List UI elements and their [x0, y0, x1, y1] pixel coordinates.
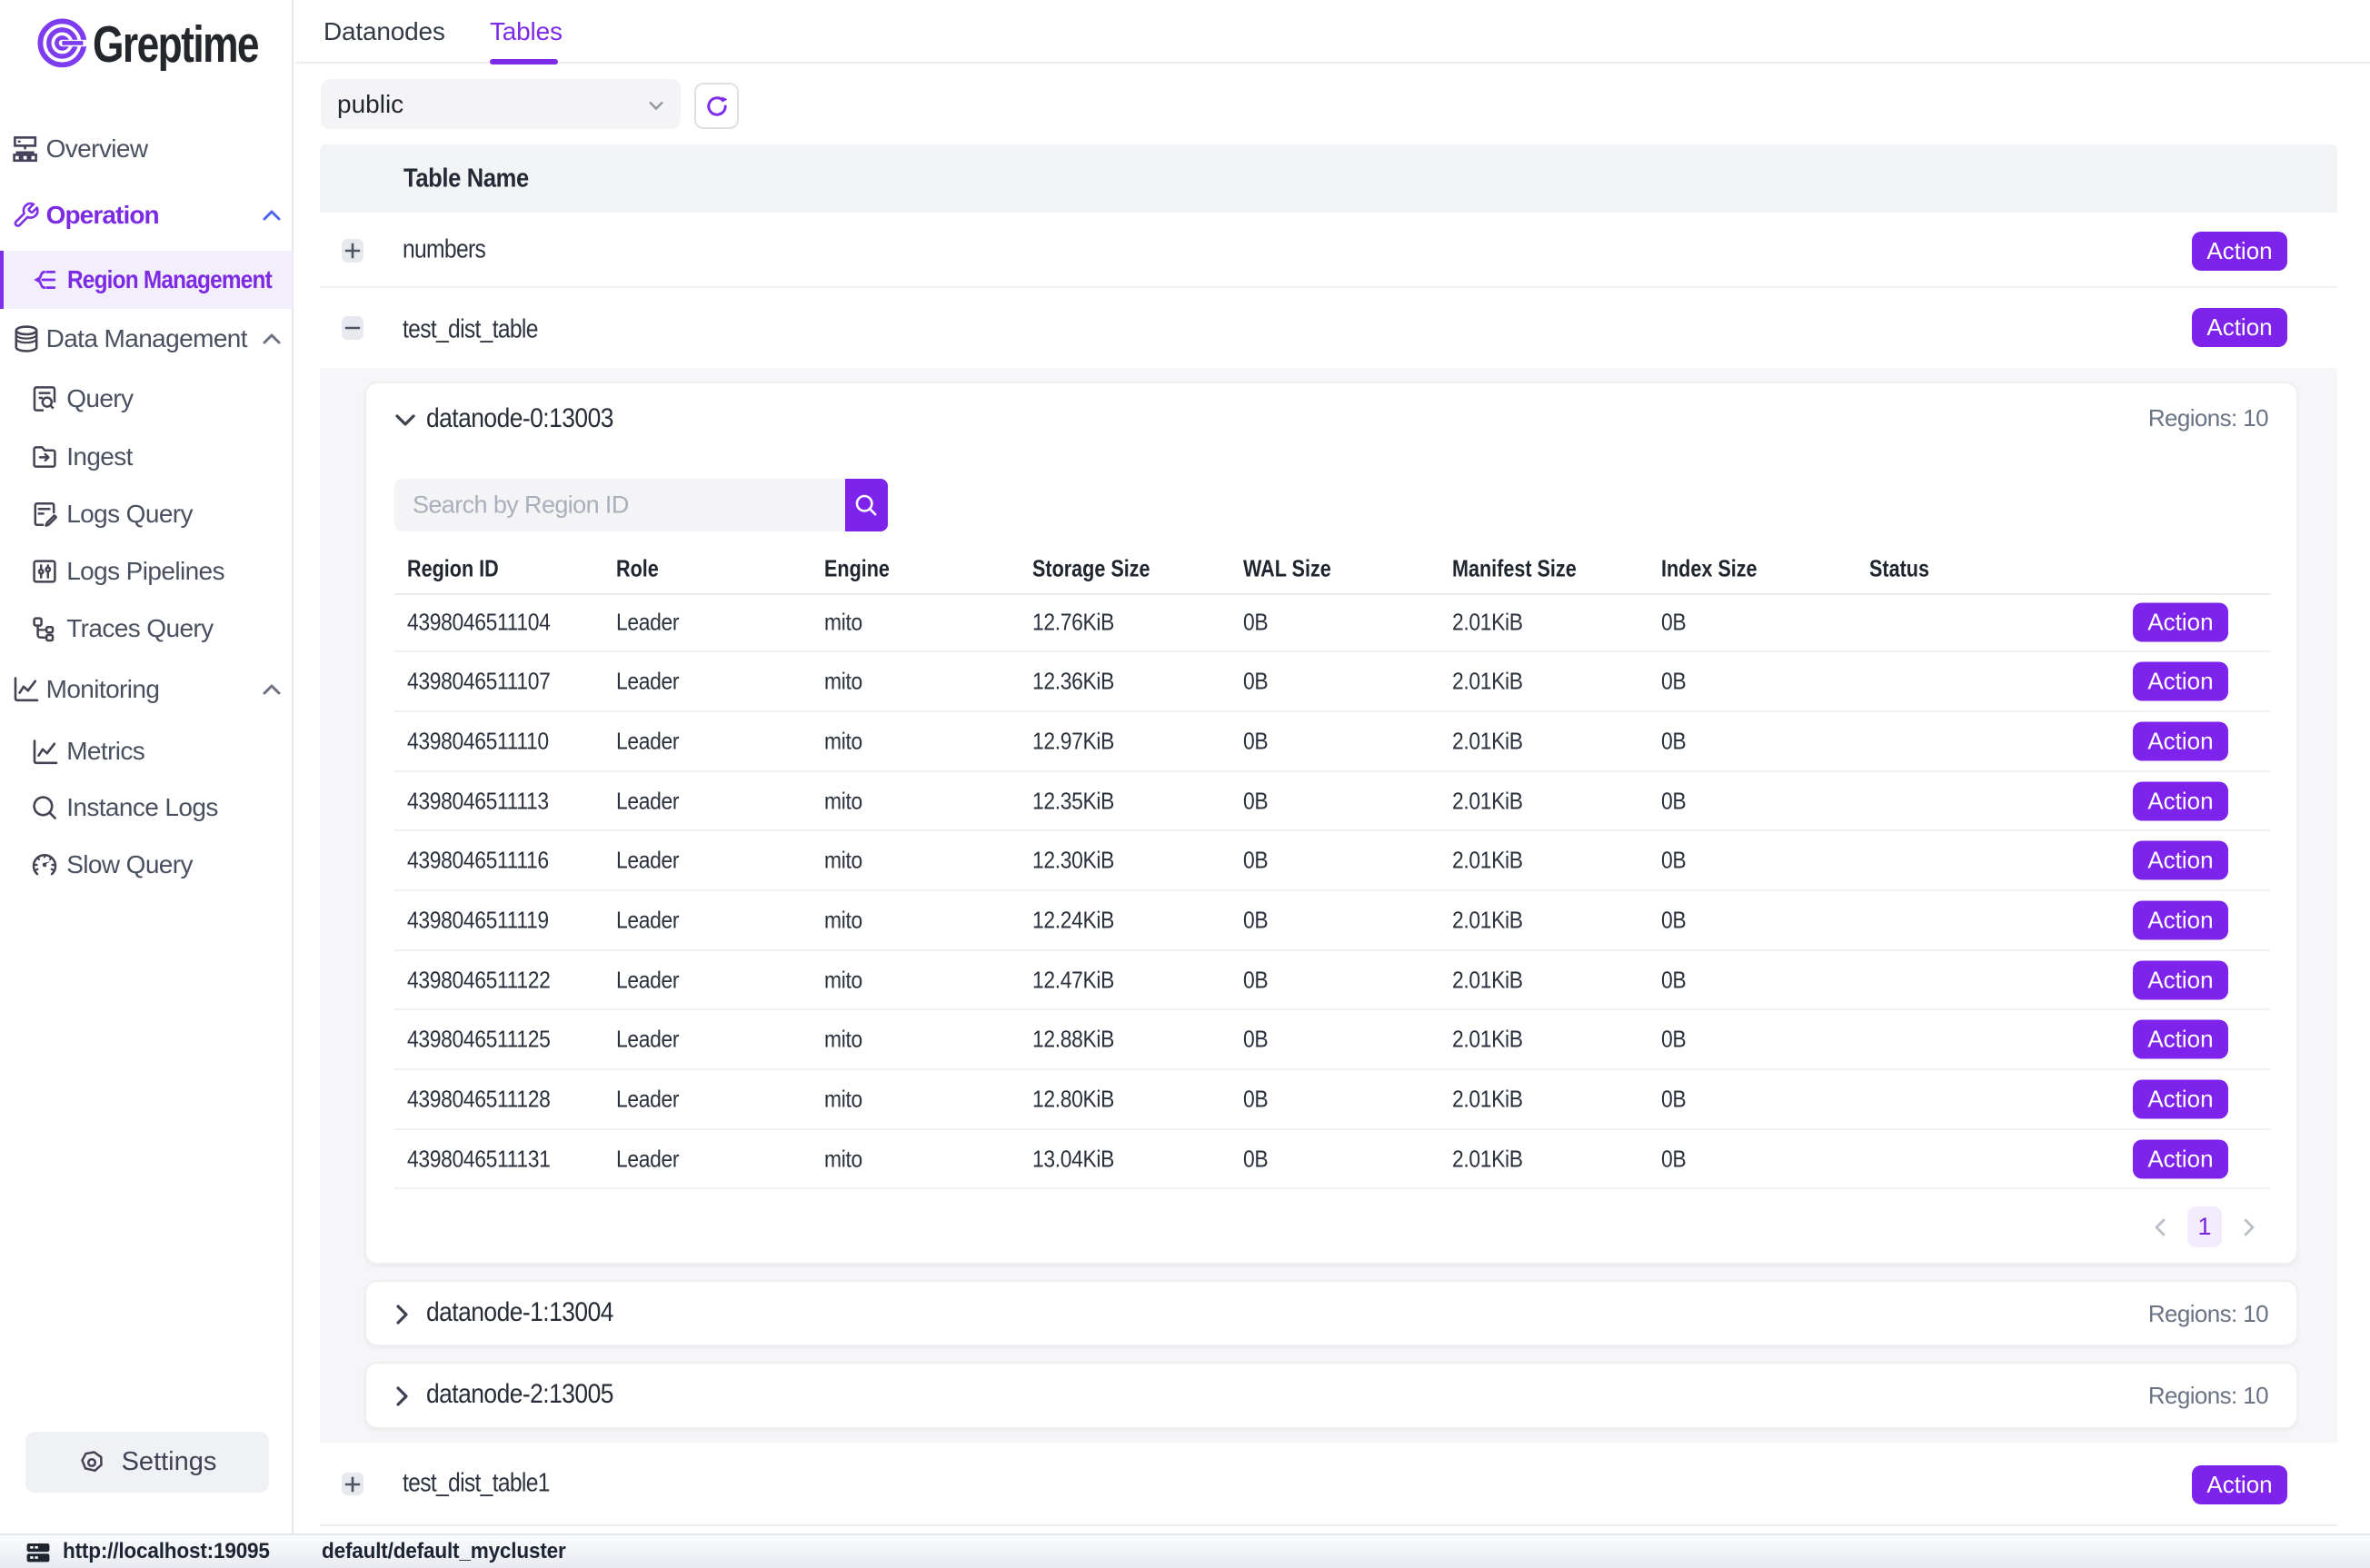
- svg-text:Greptime: Greptime: [93, 16, 258, 71]
